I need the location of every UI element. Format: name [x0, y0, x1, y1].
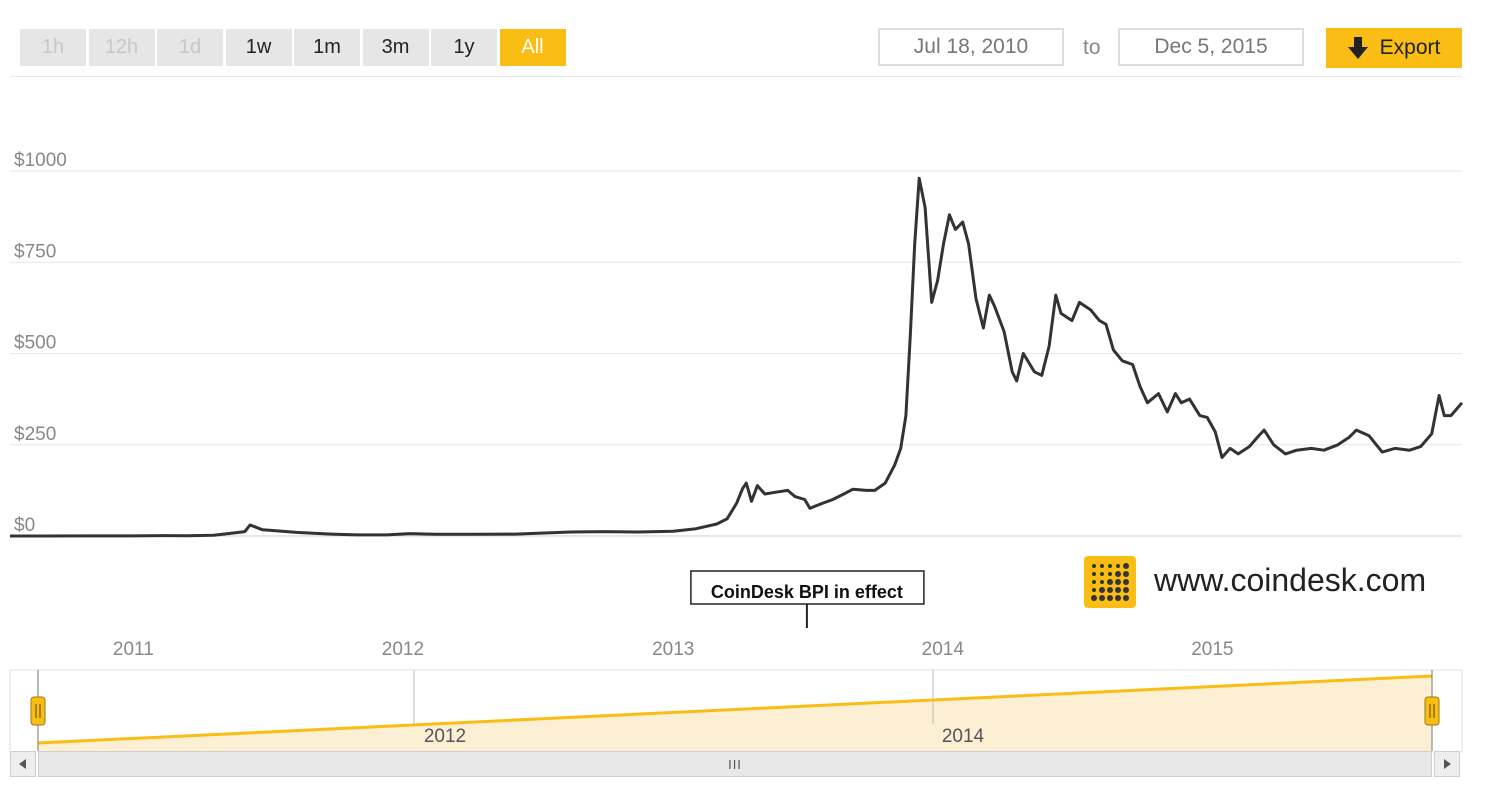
range-button-12h[interactable]: 12h	[88, 29, 155, 66]
scroll-right-button[interactable]	[1434, 751, 1460, 777]
range-button-1d[interactable]: 1d	[157, 29, 223, 66]
logo-dot	[1099, 595, 1105, 601]
scrollbar-grip[interactable]: III	[728, 756, 742, 772]
navigator-series-line	[37, 674, 1433, 745]
logo-dot	[1092, 580, 1096, 584]
range-button-1y[interactable]: 1y	[431, 29, 497, 66]
logo-dot	[1115, 587, 1121, 593]
y-tick-label: $750	[14, 241, 56, 262]
coindesk-logo	[1084, 556, 1136, 608]
range-button-all[interactable]: All	[499, 29, 566, 66]
logo-dot	[1115, 571, 1121, 577]
logo-dot	[1123, 579, 1129, 585]
navigator-series-fill	[38, 676, 1432, 751]
logo-dot	[1123, 571, 1129, 577]
date-range-to-label: to	[1083, 36, 1101, 59]
navigator-right-handle[interactable]	[1424, 696, 1440, 726]
toolbar-divider	[10, 76, 1462, 77]
logo-dot	[1123, 595, 1129, 601]
range-button-1w[interactable]: 1w	[225, 29, 292, 66]
download-arrow-icon	[1347, 37, 1368, 59]
y-tick-label: $250	[14, 424, 56, 445]
logo-dot	[1092, 572, 1096, 576]
logo-dot	[1107, 579, 1113, 585]
triangle-left-icon	[19, 759, 26, 769]
navigator-frame	[9, 669, 1463, 753]
logo-dot	[1123, 563, 1129, 569]
range-button-1m[interactable]: 1m	[294, 29, 360, 66]
logo-dot	[1099, 587, 1105, 593]
logo-dot	[1123, 587, 1129, 593]
logo-dot	[1100, 572, 1104, 576]
triangle-right-icon	[1444, 759, 1451, 769]
coindesk-dot-grid-icon	[1091, 563, 1129, 601]
annotation-label: CoinDesk BPI in effect	[711, 582, 903, 602]
to-date-value: Dec 5, 2015	[1154, 35, 1268, 58]
logo-dot	[1091, 595, 1097, 601]
from-date-value: Jul 18, 2010	[913, 35, 1029, 58]
navigator-left-handle[interactable]	[30, 696, 46, 726]
x-tick-label: 2012	[382, 639, 424, 660]
y-tick-label: $500	[14, 333, 56, 354]
range-button-1h[interactable]: 1h	[20, 29, 86, 66]
logo-dot	[1115, 595, 1121, 601]
scroll-left-button[interactable]	[10, 751, 36, 777]
annotation-box	[690, 570, 925, 605]
x-tick-label: 2014	[922, 639, 965, 660]
x-tick-label: 2011	[113, 639, 154, 660]
logo-dot	[1092, 564, 1096, 568]
x-tick-label: 2013	[652, 639, 694, 660]
logo-dot	[1092, 588, 1096, 592]
export-button[interactable]: Export	[1326, 28, 1462, 68]
range-button-3m[interactable]: 3m	[362, 29, 429, 66]
logo-dot	[1100, 580, 1104, 584]
export-button-label: Export	[1379, 36, 1441, 59]
y-tick-label: $0	[14, 515, 35, 536]
logo-dot	[1115, 579, 1121, 585]
logo-dot	[1107, 587, 1113, 593]
site-url: www.coindesk.com	[1154, 562, 1427, 598]
price-series-line	[10, 176, 1464, 538]
navigator-scrollbar[interactable]: III	[38, 751, 1432, 777]
x-tick-label: 2015	[1191, 639, 1233, 660]
logo-dot	[1107, 595, 1113, 601]
logo-dot	[1108, 564, 1112, 568]
logo-dot	[1108, 572, 1112, 576]
logo-dot	[1116, 564, 1120, 568]
logo-dot	[1100, 564, 1104, 568]
from-date-input[interactable]: Jul 18, 2010	[878, 28, 1064, 66]
to-date-input[interactable]: Dec 5, 2015	[1118, 28, 1304, 66]
navigator-year-label: 2014	[942, 726, 985, 747]
y-tick-label: $1000	[14, 150, 67, 171]
navigator-year-label: 2012	[424, 726, 466, 747]
